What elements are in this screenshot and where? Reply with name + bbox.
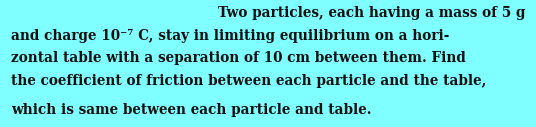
Text: the coefficient of friction between each particle and the table,: the coefficient of friction between each… — [11, 74, 486, 88]
Text: which is same between each particle and table.: which is same between each particle and … — [11, 104, 371, 117]
Text: and charge 10⁻⁷ C, stay in limiting equilibrium on a hori-: and charge 10⁻⁷ C, stay in limiting equi… — [11, 29, 449, 43]
Text: Two particles, each having a mass of 5 g: Two particles, each having a mass of 5 g — [218, 6, 525, 20]
Text: zontal table with a separation of 10 cm between them. Find: zontal table with a separation of 10 cm … — [11, 51, 466, 65]
